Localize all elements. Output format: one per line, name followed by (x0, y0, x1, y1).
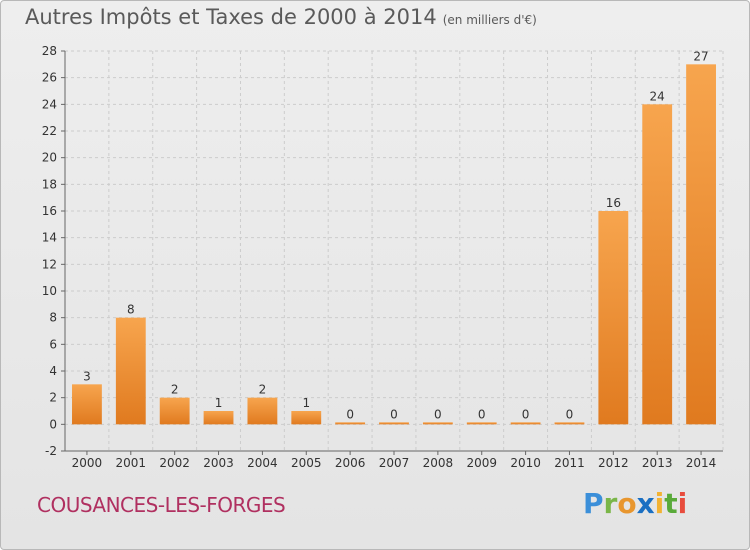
y-tick-label: 24 (42, 97, 57, 111)
x-tick-label-2009: 2009 (466, 456, 497, 470)
y-tick-label: 10 (42, 284, 57, 298)
bar-2001 (115, 317, 146, 425)
value-label-2005: 1 (302, 396, 310, 410)
y-tick-label: 28 (42, 44, 57, 58)
value-label-2004: 2 (259, 383, 267, 397)
bar-2006 (335, 422, 366, 425)
y-tick-label: 8 (49, 311, 57, 325)
x-tick-label-2013: 2013 (642, 456, 673, 470)
value-label-2011: 0 (566, 407, 574, 421)
x-tick-label-2005: 2005 (291, 456, 322, 470)
x-tick-label-2012: 2012 (598, 456, 629, 470)
proxiti-logo[interactable]: Proxiti (583, 487, 688, 520)
x-tick-label-2006: 2006 (335, 456, 366, 470)
bar-2012 (598, 211, 629, 425)
bar-2013 (642, 104, 673, 425)
bar-2009 (466, 422, 497, 425)
bar-2010 (510, 422, 541, 425)
y-tick-label: 26 (42, 71, 57, 85)
y-tick-label: 16 (42, 204, 57, 218)
value-label-2007: 0 (390, 407, 398, 421)
value-label-2002: 2 (171, 383, 179, 397)
value-label-2008: 0 (434, 407, 442, 421)
bar-2004 (247, 397, 278, 425)
label-layer: 3 8 2 1 2 1 0 0 0 0 0 0 16 24 27 (83, 49, 709, 421)
value-label-2000: 3 (83, 369, 91, 383)
bar-2007 (379, 422, 409, 425)
value-label-2006: 0 (346, 407, 354, 421)
x-tick-label-2010: 2010 (510, 456, 541, 470)
y-tick-label: 6 (49, 337, 57, 351)
chart-title: Autres Impôts et Taxes de 2000 à 2014 (en… (25, 5, 537, 29)
y-tick-label: 14 (42, 231, 57, 245)
bar-2014 (686, 64, 716, 425)
value-label-2001: 8 (127, 303, 135, 317)
value-label-2014: 27 (693, 49, 708, 63)
bar-2003 (203, 411, 234, 425)
x-tick-label-2014: 2014 (686, 456, 717, 470)
value-label-2012: 16 (606, 196, 621, 210)
x-tick-label-2011: 2011 (554, 456, 585, 470)
bar-layer (72, 64, 716, 425)
commune-name: COUSANCES-LES-FORGES (37, 493, 286, 517)
bar-2005 (291, 411, 322, 425)
y-tick-label: 22 (42, 124, 57, 138)
value-label-2010: 0 (522, 407, 530, 421)
y-tick-label: 0 (49, 417, 57, 431)
x-tick-label-2004: 2004 (247, 456, 278, 470)
chart-subtitle: (en milliers d'€) (442, 13, 537, 27)
y-tick-label: -2 (45, 444, 57, 458)
x-tick-label-2001: 2001 (116, 456, 147, 470)
y-tick-label: 2 (49, 391, 57, 405)
value-label-2003: 1 (215, 396, 223, 410)
bar-2000 (72, 384, 102, 425)
x-tick-label-2000: 2000 (72, 456, 103, 470)
x-tick-label-2008: 2008 (423, 456, 454, 470)
y-tick-label: 18 (42, 177, 57, 191)
value-label-2009: 0 (478, 407, 486, 421)
x-tick-label-2007: 2007 (379, 456, 410, 470)
bar-2002 (159, 397, 190, 425)
x-tick-label-2002: 2002 (159, 456, 190, 470)
bar-2011 (554, 422, 585, 425)
y-tick-label: 12 (42, 257, 57, 271)
y-tick-label: 20 (42, 151, 57, 165)
x-tick-label-2003: 2003 (203, 456, 234, 470)
bar-2008 (422, 422, 453, 425)
value-label-2013: 24 (650, 89, 665, 103)
y-tick-label: 4 (49, 364, 57, 378)
